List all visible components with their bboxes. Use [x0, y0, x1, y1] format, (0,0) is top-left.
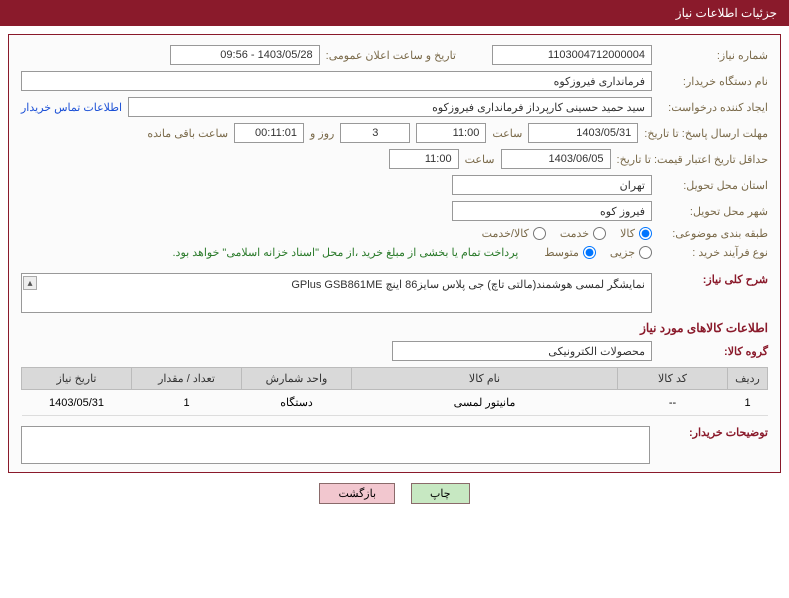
buyer-notes-textarea[interactable] — [21, 426, 650, 464]
row-need-number: شماره نیاز: 1103004712000004 تاریخ و ساع… — [21, 45, 768, 65]
cell-code: -- — [618, 390, 728, 416]
buyer-org-label: نام دستگاه خریدار: — [658, 75, 768, 88]
th-code: کد کالا — [618, 368, 728, 390]
th-name: نام کالا — [352, 368, 618, 390]
countdown-field: 00:11:01 — [234, 123, 304, 143]
announce-field: 1403/05/28 - 09:56 — [170, 45, 320, 65]
buyer-org-field: فرمانداری فیروزکوه — [21, 71, 652, 91]
days-remaining-field: 3 — [340, 123, 410, 143]
announce-label: تاریخ و ساعت اعلان عمومی: — [326, 49, 456, 62]
footer-buttons: چاپ بازگشت — [8, 483, 781, 510]
radio-goods-service[interactable]: کالا/خدمت — [482, 227, 546, 240]
payment-note: پرداخت تمام یا بخشی از مبلغ خرید ،از محل… — [173, 246, 519, 259]
province-label: استان محل تحویل: — [658, 179, 768, 192]
cell-row: 1 — [728, 390, 768, 416]
row-buyer-notes: توضیحات خریدار: — [21, 426, 768, 464]
overview-text: نمایشگر لمسی هوشمند(مالتی تاچ) جی پلاس س… — [291, 279, 645, 291]
validity-time-field: 11:00 — [389, 149, 459, 169]
deadline-time-label: ساعت — [492, 127, 522, 140]
city-label: شهر محل تحویل: — [658, 205, 768, 218]
cell-name: مانیتور لمسی — [352, 390, 618, 416]
radio-medium[interactable]: متوسط — [544, 246, 596, 259]
remaining-label: ساعت باقی مانده — [147, 127, 228, 140]
row-process: نوع فرآیند خرید : جزیی متوسط پرداخت تمام… — [21, 246, 768, 259]
category-radio-group: کالا خدمت کالا/خدمت — [482, 227, 652, 240]
row-deadline: مهلت ارسال پاسخ: تا تاریخ: 1403/05/31 سا… — [21, 123, 768, 143]
cell-qty: 1 — [132, 390, 242, 416]
th-date: تاریخ نیاز — [22, 368, 132, 390]
content-wrap: شماره نیاز: 1103004712000004 تاریخ و ساع… — [0, 26, 789, 518]
days-and-label: روز و — [310, 127, 334, 140]
th-unit: واحد شمارش — [242, 368, 352, 390]
scroll-up-icon[interactable]: ▴ — [23, 276, 37, 290]
row-goods-group: گروه کالا: محصولات الکترونیکی — [21, 341, 768, 361]
row-overview: شرح کلی نیاز: نمایشگر لمسی هوشمند(مالتی … — [21, 273, 768, 313]
city-field: فیروز کوه — [452, 201, 652, 221]
goods-group-field: محصولات الکترونیکی — [392, 341, 652, 361]
requester-label: ایجاد کننده درخواست: — [658, 101, 768, 114]
radio-goods-service-input[interactable] — [533, 227, 546, 240]
radio-medium-input[interactable] — [583, 246, 596, 259]
buyer-notes-label: توضیحات خریدار: — [658, 426, 768, 439]
print-button[interactable]: چاپ — [411, 483, 470, 504]
radio-goods[interactable]: کالا — [620, 227, 652, 240]
radio-small[interactable]: جزیی — [610, 246, 652, 259]
goods-group-label: گروه کالا: — [658, 345, 768, 358]
row-city: شهر محل تحویل: فیروز کوه — [21, 201, 768, 221]
deadline-date-field: 1403/05/31 — [528, 123, 638, 143]
page-header: جزئیات اطلاعات نیاز — [0, 0, 789, 26]
requester-field: سید حمید حسینی کارپرداز فرمانداری فیروزک… — [128, 97, 652, 117]
row-validity: حداقل تاریخ اعتبار قیمت: تا تاریخ: 1403/… — [21, 149, 768, 169]
goods-section-title: اطلاعات کالاهای مورد نیاز — [21, 321, 768, 335]
radio-small-input[interactable] — [639, 246, 652, 259]
radio-service[interactable]: خدمت — [560, 227, 606, 240]
cell-unit: دستگاه — [242, 390, 352, 416]
process-radio-group: جزیی متوسط — [544, 246, 652, 259]
validity-date-field: 1403/06/05 — [501, 149, 611, 169]
row-province: استان محل تحویل: تهران — [21, 175, 768, 195]
row-buyer-org: نام دستگاه خریدار: فرمانداری فیروزکوه — [21, 71, 768, 91]
th-qty: تعداد / مقدار — [132, 368, 242, 390]
table-row: 1 -- مانیتور لمسی دستگاه 1 1403/05/31 — [22, 390, 768, 416]
radio-service-input[interactable] — [593, 227, 606, 240]
radio-goods-input[interactable] — [639, 227, 652, 240]
cell-date: 1403/05/31 — [22, 390, 132, 416]
row-category: طبقه بندی موضوعی: کالا خدمت کالا/خدمت — [21, 227, 768, 240]
row-requester: ایجاد کننده درخواست: سید حمید حسینی کارپ… — [21, 97, 768, 117]
province-field: تهران — [452, 175, 652, 195]
main-panel: شماره نیاز: 1103004712000004 تاریخ و ساع… — [8, 34, 781, 473]
deadline-time-field: 11:00 — [416, 123, 486, 143]
validity-time-label: ساعت — [465, 153, 495, 166]
back-button[interactable]: بازگشت — [319, 483, 395, 504]
page-title: جزئیات اطلاعات نیاز — [676, 6, 777, 20]
contact-link[interactable]: اطلاعات تماس خریدار — [21, 101, 122, 114]
overview-label: شرح کلی نیاز: — [658, 273, 768, 286]
table-header-row: ردیف کد کالا نام کالا واحد شمارش تعداد /… — [22, 368, 768, 390]
validity-label: حداقل تاریخ اعتبار قیمت: تا تاریخ: — [617, 153, 768, 166]
deadline-label: مهلت ارسال پاسخ: تا تاریخ: — [644, 127, 768, 140]
goods-table: ردیف کد کالا نام کالا واحد شمارش تعداد /… — [21, 367, 768, 416]
overview-textarea[interactable]: نمایشگر لمسی هوشمند(مالتی تاچ) جی پلاس س… — [21, 273, 652, 313]
need-number-field: 1103004712000004 — [492, 45, 652, 65]
th-row: ردیف — [728, 368, 768, 390]
need-number-label: شماره نیاز: — [658, 49, 768, 62]
category-label: طبقه بندی موضوعی: — [658, 227, 768, 240]
process-label: نوع فرآیند خرید : — [658, 246, 768, 259]
